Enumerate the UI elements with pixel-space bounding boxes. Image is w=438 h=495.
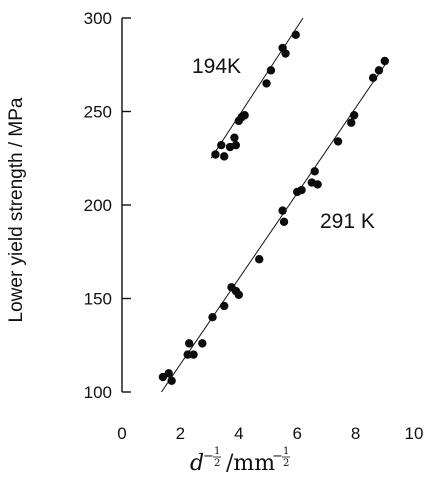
data-point — [262, 79, 271, 88]
y-tick-label: 300 — [84, 9, 112, 28]
svg-text:2: 2 — [214, 458, 220, 469]
data-point — [234, 290, 243, 299]
data-point — [278, 206, 287, 215]
svg-text:/mm: /mm — [226, 451, 275, 476]
data-point — [349, 111, 359, 120]
y-tick-label: 200 — [84, 196, 112, 215]
series-label: 291 K — [320, 210, 375, 233]
data-point — [208, 313, 217, 322]
data-point — [281, 49, 290, 58]
y-tick-label: 100 — [84, 383, 112, 402]
data-point — [183, 350, 192, 359]
data-point — [297, 185, 306, 195]
svg-text:1: 1 — [214, 446, 220, 457]
data-point — [217, 140, 226, 150]
fit-lines — [161, 17, 387, 393]
x-tick-label: 6 — [292, 424, 301, 443]
data-points — [158, 30, 389, 385]
svg-text:1: 1 — [283, 446, 289, 457]
series-label: 194K — [192, 55, 241, 78]
data-point — [380, 56, 389, 66]
x-axis-title: d − 1 2 /mm − 1 2 — [190, 446, 290, 476]
data-point — [279, 217, 289, 227]
data-point — [220, 152, 229, 161]
y-tick-label: 150 — [84, 290, 112, 309]
data-point — [211, 150, 220, 159]
svg-text:d: d — [190, 451, 204, 476]
data-point — [374, 66, 384, 75]
svg-text:−: − — [203, 449, 214, 464]
data-point — [184, 339, 194, 348]
data-point — [255, 255, 264, 264]
x-tick-label: 10 — [405, 424, 424, 443]
series-labels: 194K 291 K — [192, 55, 375, 233]
x-tick-label: 8 — [351, 424, 360, 443]
data-point — [333, 137, 343, 146]
data-point — [368, 73, 378, 83]
data-point — [291, 30, 300, 40]
y-ticks: 100 150 200 250 300 — [84, 9, 131, 402]
svg-text:2: 2 — [283, 458, 289, 469]
data-point — [198, 339, 207, 348]
data-point — [266, 66, 276, 75]
y-tick-label: 250 — [84, 103, 112, 122]
x-ticks: 0 2 4 6 8 10 — [117, 424, 423, 443]
data-point — [310, 167, 319, 176]
y-axis-title: Lower yield strength / MPa — [6, 97, 27, 322]
data-point — [231, 140, 241, 150]
x-tick-label: 0 — [117, 424, 126, 443]
data-point — [220, 301, 229, 311]
data-point — [164, 369, 173, 378]
fit-line-0 — [210, 17, 304, 159]
data-point — [347, 118, 356, 127]
data-point — [230, 133, 239, 142]
data-point — [240, 111, 249, 120]
svg-text:−: − — [272, 449, 283, 464]
fit-line-1 — [161, 62, 387, 393]
x-tick-label: 4 — [234, 424, 243, 443]
data-point — [313, 180, 322, 189]
data-point — [167, 376, 176, 385]
x-tick-label: 2 — [176, 424, 185, 443]
data-point — [189, 350, 198, 359]
